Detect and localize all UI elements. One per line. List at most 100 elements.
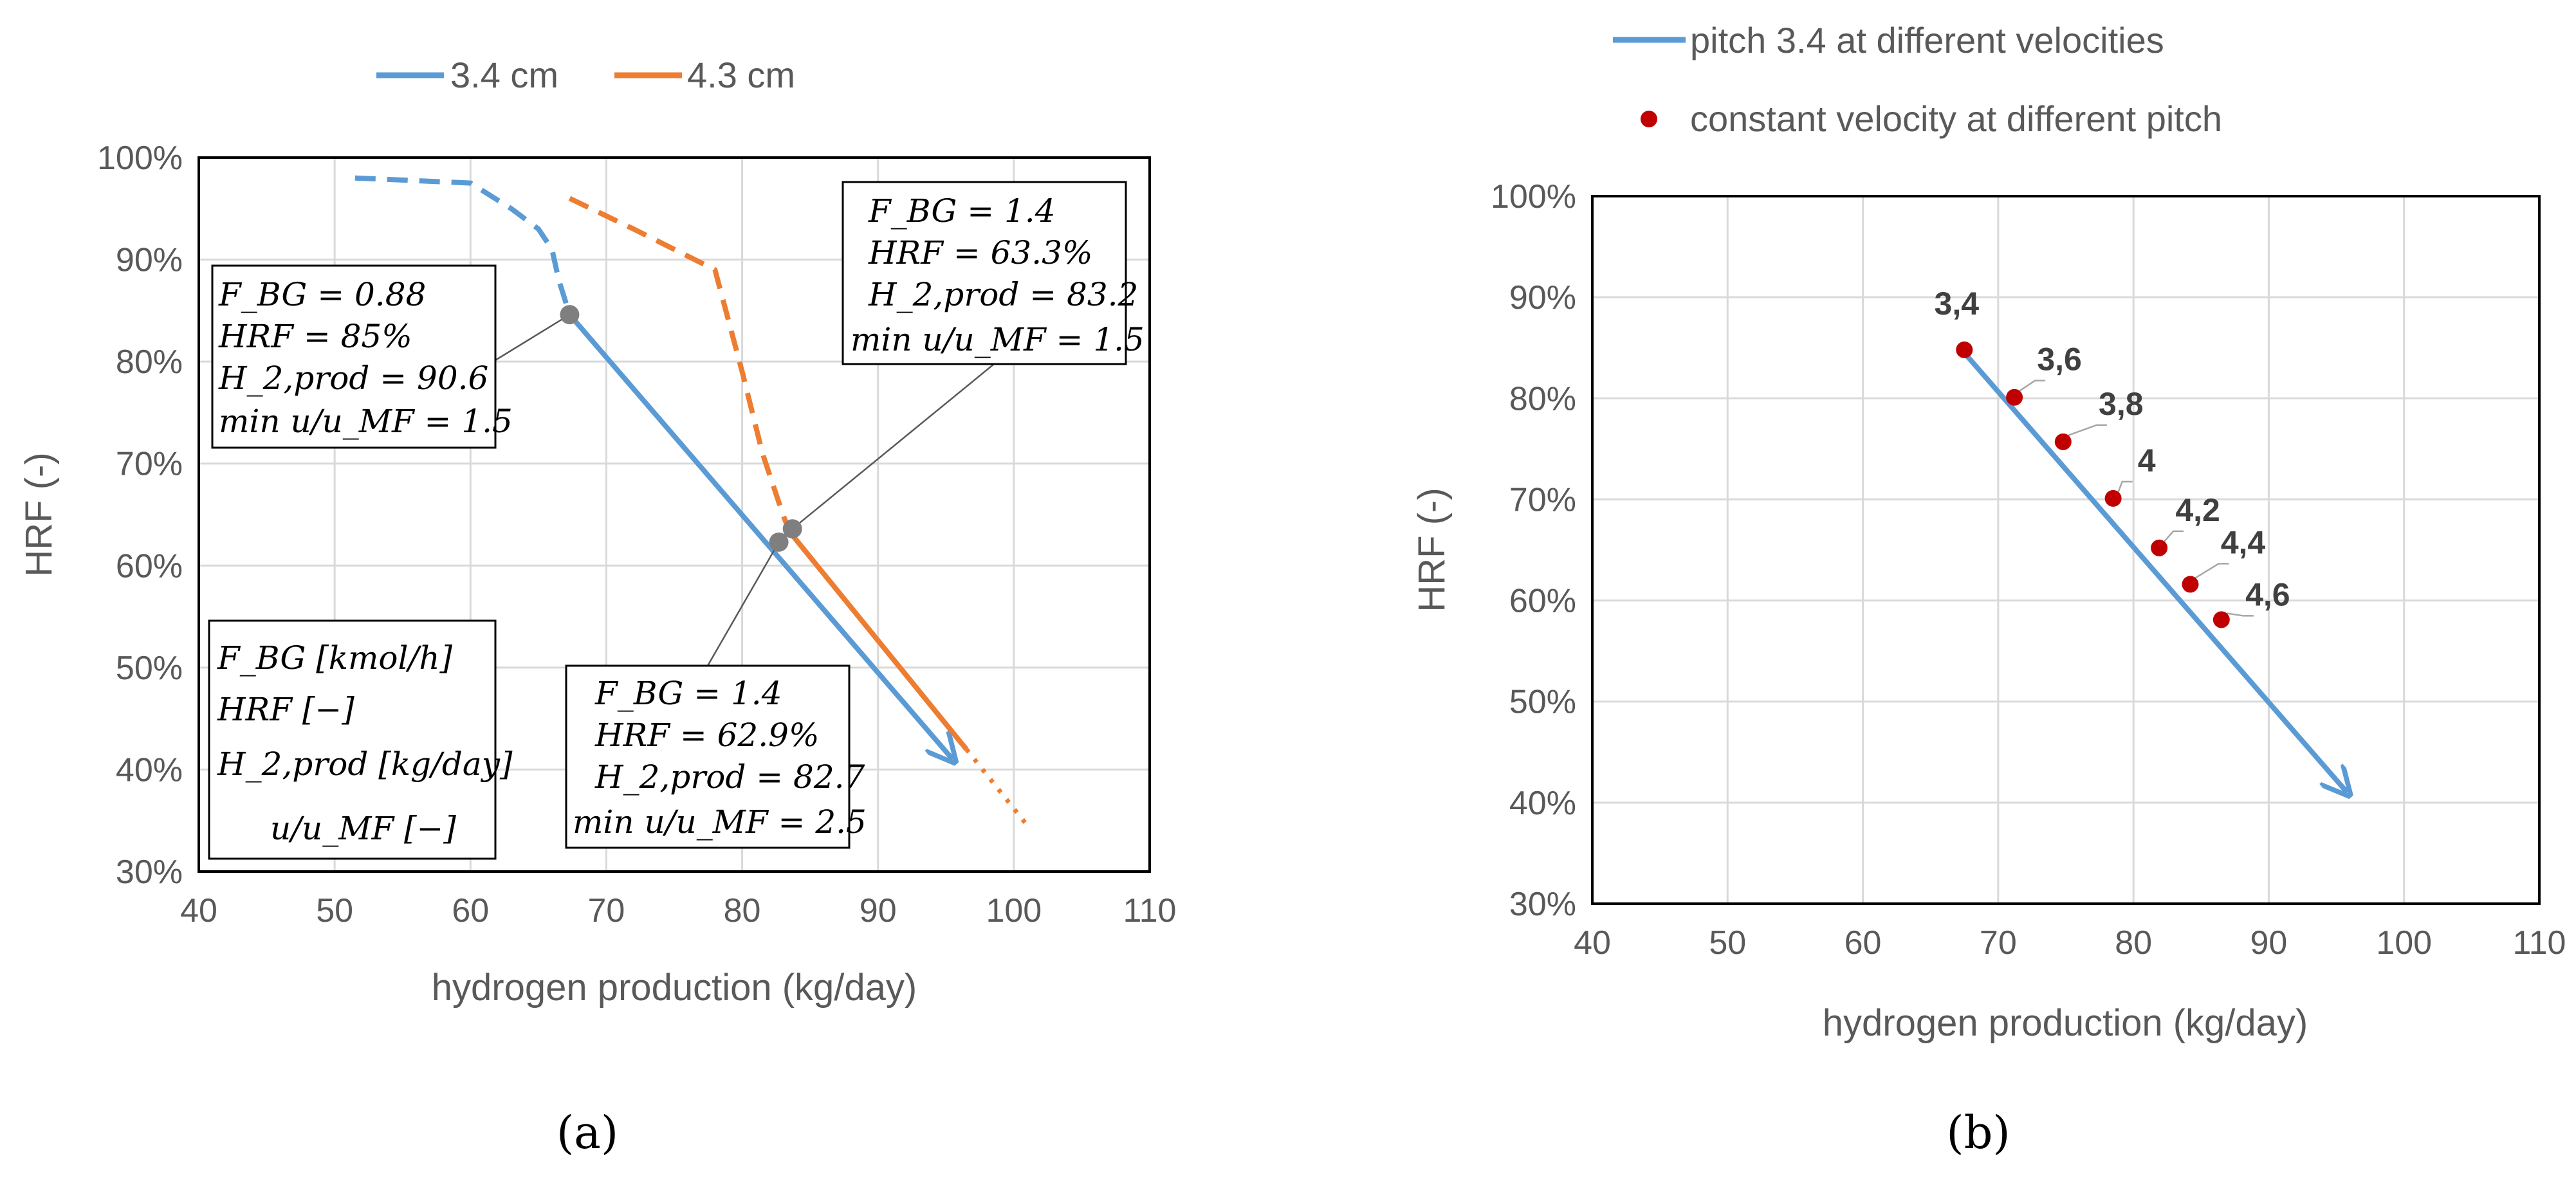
y-tick-label: 50% [1509,684,1576,721]
legend-label-points: constant velocity at different pitch [1690,98,2222,139]
annotation-p3-line4: min u/u_MF = 2.5 [573,803,867,841]
leader-line-p2 [791,363,995,530]
x-tick-label: 90 [2250,924,2288,962]
y-tick-labels-a: 30% 40% 50% 60% 70% 80% 90% 100% [97,140,183,891]
y-tick-label: 30% [1509,886,1576,923]
annotation-box-p2: F_BG = 1.4 HRF = 63.3% H_2,prod = 83.2 m… [842,181,1145,365]
data-point [2054,433,2072,450]
x-tick-label: 40 [1574,924,1611,962]
units-line4: u/u_MF [−] [270,810,456,847]
series-3-4cm-solid-arrow-line [567,313,952,759]
data-point-label: 3,6 [2037,342,2082,378]
x-tick-label: 100 [2376,924,2432,962]
data-point-label: 4,2 [2175,492,2220,528]
data-point-label: 3,8 [2099,386,2144,422]
x-tick-label: 110 [2513,924,2566,962]
series-4-3cm-dashed-line [568,196,793,533]
series-a [354,175,1029,827]
x-tick-label: 110 [1123,892,1177,929]
x-tick-label: 60 [452,892,489,929]
y-tick-labels-b: 30% 40% 50% 60% 70% 80% 90% 100% [1491,178,1576,923]
leader-line-p3 [706,542,780,666]
point-labels-b: 3,4 3,6 3,8 4 4,24,4 4,6 [1935,286,2290,613]
series-3-4cm-dashed-line [354,175,573,316]
point-label-leader [2226,612,2254,617]
chart-panel-a: 3.4 cm 4.3 cm 30%40%50%60%70%80%90%100% … [18,55,1176,1159]
x-tick-label: 90 [860,892,897,929]
units-line3: H_2,prod [kg/day] [217,745,513,783]
plot-frame-a [198,156,1151,873]
data-point [2213,611,2230,628]
annotation-p2-line1: F_BG = 1.4 [868,192,1056,230]
legend-a: 3.4 cm 4.3 cm [376,55,795,95]
x-tick-labels-a: 40 50 60 70 80 90 100 110 [180,892,1176,929]
y-tick-label: 100% [97,140,183,177]
annotation-p2-line2: HRF = 63.3% [868,234,1092,271]
x-tick-label: 80 [724,892,761,929]
data-point [1956,341,1973,358]
annotation-box-p3: F_BG = 1.4 HRF = 62.9% H_2,prod = 82.7 m… [565,664,867,849]
annotation-p1-line3: H_2,prod = 90.6 [218,360,488,397]
legend-label-3-4cm: 3.4 cm [450,55,558,95]
x-tick-label: 60 [1845,924,1882,962]
units-line1: F_BG [kmol/h] [217,639,453,677]
y-tick-label: 30% [116,854,183,891]
marked-points-a [560,305,802,552]
annotation-p1-line2: HRF = 85% [218,318,412,355]
y-tick-label: 90% [116,242,183,279]
y-tick-label: 50% [116,650,183,687]
legend-label-4-3cm: 4.3 cm [687,55,795,95]
y-axis-title-a: HRF (-) [18,452,60,576]
marked-point [769,532,789,552]
annotation-p3-line2: HRF = 62.9% [594,717,819,754]
data-point-label: 4,6 [2245,576,2290,612]
y-axis-title-b: HRF (-) [1411,488,1453,612]
x-tick-label: 50 [1709,924,1746,962]
annotation-box-p1: F_BG = 0.88 HRF = 85% H_2,prod = 90.6 mi… [211,264,513,449]
leader-lines-a [495,314,995,666]
y-tick-label: 100% [1491,178,1576,215]
annotation-p1-line4: min u/u_MF = 1.5 [219,403,513,440]
series-pitch-line [1962,351,2347,793]
chart-panel-b: pitch 3.4 at different velocities consta… [1411,20,2566,1159]
point-label-leaders-b [2019,379,2254,617]
panel-label-b: (b) [1946,1106,2010,1159]
y-tick-label: 60% [1509,583,1576,620]
data-point [2182,576,2199,593]
y-tick-label: 40% [116,751,183,789]
x-tick-label: 70 [588,892,625,929]
annotation-p1-line1: F_BG = 0.88 [218,276,426,313]
data-point [2104,489,2122,507]
series-4-3cm-dotted-line [964,747,1029,827]
annotation-p3-line1: F_BG = 1.4 [594,675,782,712]
y-tick-label: 40% [1509,785,1576,822]
data-point-label: 3,4 [1935,286,1980,322]
x-tick-label: 40 [180,892,217,929]
y-tick-label: 70% [1509,481,1576,518]
x-axis-title-b: hydrogen production (kg/day) [1823,1002,2308,1044]
point-label-leader [2194,563,2229,579]
x-tick-label: 80 [2115,924,2152,962]
data-point-label: 4,4 [2221,524,2266,560]
y-tick-label: 80% [116,343,183,381]
legend-swatch-points [1641,111,1657,127]
annotation-p3-line3: H_2,prod = 82.7 [594,758,865,796]
x-tick-labels-b: 40 50 60 70 80 90 100 110 [1574,924,2566,962]
series-b [1962,351,2347,793]
x-tick-label: 50 [316,892,353,929]
point-label-leader [2117,480,2133,493]
annotation-p2-line3: H_2,prod = 83.2 [868,276,1138,313]
y-tick-label: 90% [1509,279,1576,316]
x-tick-label: 100 [986,892,1042,929]
plot-frame-b [1591,195,2541,905]
points-b [1956,341,2230,628]
legend-label-pitch-line: pitch 3.4 at different velocities [1690,20,2164,60]
data-point-label: 4 [2138,443,2156,479]
x-axis-title-a: hydrogen production (kg/day) [432,967,917,1009]
data-point [2151,539,2168,556]
panel-label-a: (a) [557,1106,618,1159]
point-label-leader [2164,530,2184,542]
y-tick-label: 80% [1509,380,1576,417]
annotation-p2-line4: min u/u_MF = 1.5 [851,321,1145,358]
